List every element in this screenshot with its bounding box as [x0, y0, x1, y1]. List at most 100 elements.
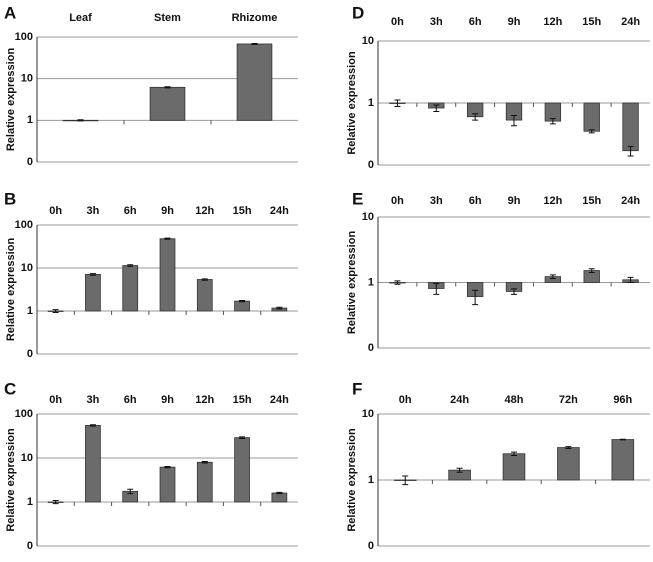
error-bar	[433, 283, 440, 295]
y-tick-label: 0	[27, 156, 33, 168]
error-bar	[164, 86, 171, 89]
y-tick-label: 100	[15, 219, 33, 231]
category-label: 6h	[469, 195, 482, 207]
error-bar	[588, 268, 595, 274]
y-tick-label: 10	[362, 35, 374, 47]
error-bar	[619, 438, 626, 441]
bar	[557, 447, 580, 481]
y-tick-label: 10	[21, 452, 33, 464]
category-label: 9h	[508, 195, 521, 207]
y-axis-title: Relative expression	[5, 428, 17, 532]
category-label: 72h	[559, 394, 578, 406]
error-bar	[77, 119, 84, 122]
category-label: 96h	[613, 394, 632, 406]
category-label: Stem	[154, 12, 181, 24]
error-bar	[127, 264, 134, 267]
category-label: 9h	[508, 16, 521, 28]
panel-letter: C	[4, 379, 16, 398]
error-bar	[472, 289, 479, 306]
bar	[271, 492, 288, 503]
panel-letter: E	[352, 189, 363, 208]
error-bar	[511, 114, 517, 127]
error-bar	[394, 280, 401, 285]
bar	[196, 461, 213, 503]
error-bar	[627, 276, 634, 283]
y-axis-title: Relative expression	[346, 428, 358, 532]
bar	[85, 425, 101, 503]
category-label: 6h	[124, 394, 137, 406]
error-bar	[549, 118, 556, 125]
error-bar	[201, 461, 208, 464]
y-tick-label: 0	[27, 348, 33, 360]
panel-letter: B	[4, 189, 16, 208]
y-tick-label: 0	[368, 342, 374, 354]
y-tick-label: 100	[15, 31, 33, 43]
category-label: 24h	[270, 205, 289, 217]
y-tick-label: 0	[368, 159, 374, 171]
category-label: 24h	[270, 394, 289, 406]
bar	[159, 238, 176, 312]
category-label: 24h	[450, 394, 469, 406]
bar	[234, 300, 250, 312]
error-bar	[565, 446, 572, 450]
category-label: 9h	[161, 205, 174, 217]
bar	[196, 279, 213, 312]
bar	[122, 265, 139, 312]
error-bar	[276, 491, 283, 495]
y-axis-title: Relative expression	[5, 238, 17, 342]
error-bar	[402, 475, 409, 486]
y-tick-label: 10	[21, 262, 33, 274]
category-label: Rhizome	[232, 12, 278, 24]
error-bar	[251, 42, 258, 46]
category-label: 0h	[49, 394, 62, 406]
category-label: 6h	[124, 205, 137, 217]
error-bar	[456, 467, 463, 473]
bar	[236, 43, 273, 121]
category-label: 3h	[430, 195, 443, 207]
y-tick-label: 100	[15, 408, 33, 420]
category-label: 15h	[233, 205, 252, 217]
error-bar	[239, 436, 246, 439]
bar	[234, 437, 250, 503]
error-bar	[511, 451, 517, 457]
bar	[622, 102, 639, 152]
error-bar	[201, 278, 208, 281]
y-tick-label: 0	[27, 540, 33, 552]
error-bar	[394, 99, 401, 107]
error-bar	[433, 104, 440, 112]
panel-letter: F	[352, 379, 362, 398]
category-label: 12h	[543, 16, 562, 28]
y-tick-label: 1	[368, 97, 374, 109]
category-label: 0h	[399, 394, 412, 406]
bar	[159, 466, 176, 503]
bar	[149, 86, 186, 121]
category-label: 0h	[391, 195, 404, 207]
error-bar	[164, 466, 171, 469]
error-bar	[276, 306, 283, 310]
panel-letter: D	[352, 3, 364, 22]
error-bar	[588, 129, 595, 134]
category-label: 15h	[233, 394, 252, 406]
error-bar	[472, 113, 479, 121]
y-axis-title: Relative expression	[346, 231, 358, 335]
error-bar	[52, 309, 59, 314]
y-axis-title: Relative expression	[5, 48, 17, 152]
category-label: 3h	[87, 394, 100, 406]
error-bar	[127, 488, 134, 495]
y-tick-label: 1	[27, 114, 33, 126]
category-label: 0h	[391, 16, 404, 28]
y-tick-label: 1	[27, 305, 33, 317]
error-bar	[549, 274, 556, 280]
error-bar	[511, 288, 517, 295]
y-tick-label: 10	[21, 73, 33, 85]
category-label: 15h	[582, 195, 601, 207]
error-bar	[52, 500, 59, 505]
y-tick-label: 1	[368, 276, 374, 288]
category-label: 12h	[543, 195, 562, 207]
bar	[502, 453, 526, 481]
y-tick-label: 10	[362, 408, 374, 420]
category-label: 12h	[195, 394, 214, 406]
y-tick-label: 10	[362, 211, 374, 223]
y-tick-label: 0	[368, 540, 374, 552]
